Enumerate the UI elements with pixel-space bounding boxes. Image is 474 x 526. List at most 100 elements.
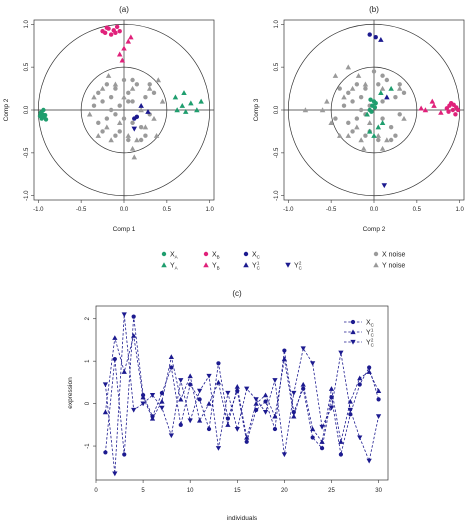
point-ynoise: [142, 124, 149, 130]
point-xnoise: [108, 107, 114, 113]
point-yc1: [206, 400, 212, 406]
panel-c-title: (c): [232, 289, 242, 298]
x-tick-label: -1.0: [33, 207, 44, 213]
point-xnoise: [113, 112, 118, 117]
point-yc2: [272, 378, 278, 383]
point-xc: [338, 452, 344, 457]
point-yc2: [168, 433, 174, 439]
x-tick-label: 1.0: [456, 207, 465, 213]
scatter-panel-b: (b) -1.0-1.0 -0.5 -0.5 0.0 0.0 0.5 0.5 1.0 1.0 C…: [253, 5, 465, 233]
point-yc2: [140, 401, 146, 407]
x-tick-label: -0.5: [326, 207, 337, 213]
point-yc1: [310, 426, 316, 432]
point-xc: [188, 382, 193, 387]
point-xnoise: [100, 129, 105, 134]
point-ynoise: [134, 137, 140, 143]
series-line-yc1: [105, 335, 379, 443]
point-ynoise: [105, 72, 112, 78]
point-yc2: [149, 393, 156, 398]
legend-marker-xnoise: [373, 251, 379, 257]
panel-b-ylabel: Comp 3: [253, 98, 260, 121]
point-yc2: [178, 378, 184, 383]
point-xnoise: [108, 94, 114, 100]
point-yc1: [262, 392, 269, 398]
point-ynoise: [401, 115, 407, 121]
panel-c-ticks: 0 5 10 15 20 25 30 -1 0 1 2: [85, 316, 383, 494]
point-xa: [372, 105, 378, 110]
point-xnoise: [346, 120, 351, 126]
point-xnoise: [134, 82, 140, 87]
point-xb: [104, 25, 110, 30]
point-ynoise: [121, 94, 127, 100]
point-xc: [131, 314, 136, 319]
point-ynoise: [360, 145, 367, 151]
point-yc1: [225, 422, 231, 427]
point-yc1: [272, 413, 278, 419]
point-xc: [367, 32, 372, 37]
point-ya: [364, 111, 370, 117]
point-xnoise: [401, 90, 407, 96]
point-xc: [235, 388, 240, 393]
y-tick-label: -1.0: [274, 190, 280, 201]
legend-marker-xa: [161, 251, 167, 257]
point-yc1: [244, 434, 250, 440]
point-ynoise: [396, 85, 403, 91]
point-yb: [119, 57, 126, 63]
legend-label-yc1: YC1: [366, 328, 375, 338]
point-yc2: [159, 405, 165, 411]
point-xa: [37, 113, 43, 119]
point-yc1: [300, 381, 306, 387]
point-yc1: [338, 439, 344, 444]
y-tick-label: 0.0: [274, 105, 280, 114]
point-yc2: [338, 350, 344, 356]
legend-label-xc: XC: [252, 252, 261, 260]
point-xc: [216, 361, 221, 366]
point-xa: [42, 112, 48, 118]
point-ynoise: [104, 124, 110, 130]
point-yc1: [234, 384, 240, 389]
point-xnoise: [384, 77, 390, 83]
legend-marker-yc2: [350, 339, 356, 345]
point-xnoise: [100, 99, 105, 104]
point-xa: [369, 109, 374, 114]
point-yc2: [131, 407, 137, 413]
point-xc: [254, 407, 259, 413]
point-yc2: [262, 409, 269, 415]
point-ynoise: [379, 145, 386, 151]
y-tick-label: 1.0: [274, 19, 280, 28]
legend-marker-yc1: [243, 262, 249, 268]
x-tick-label: 0.0: [370, 207, 379, 213]
point-ynoise: [302, 107, 309, 113]
point-xb: [455, 107, 461, 113]
point-ynoise: [341, 94, 347, 100]
x-tick-label: 0.0: [120, 207, 129, 213]
point-ynoise: [108, 137, 114, 143]
x-tick-label: 0.5: [163, 207, 172, 213]
point-xb: [100, 28, 105, 34]
point-xc: [282, 348, 287, 353]
point-xnoise: [151, 90, 157, 96]
legend-label-ya: YA: [170, 263, 178, 271]
point-yc2: [244, 386, 250, 392]
legend-marker-xb: [203, 251, 209, 257]
point-ynoise: [86, 111, 93, 117]
point-yc1: [366, 369, 372, 374]
point-yc1: [384, 94, 390, 100]
point-xnoise: [130, 120, 135, 126]
y-tick-label: -0.5: [274, 147, 280, 158]
point-ya: [182, 108, 189, 114]
point-yc1: [140, 394, 146, 400]
point-yc2: [253, 397, 259, 402]
panel-c-frame: [95, 305, 389, 481]
point-xc: [376, 397, 381, 402]
point-yc1: [357, 375, 363, 381]
point-ynoise: [355, 72, 362, 78]
point-yc2: [328, 405, 335, 411]
point-yc1: [178, 396, 184, 402]
legend-label-xb: XB: [212, 252, 220, 260]
panel-b-points: [302, 32, 461, 189]
point-yc2: [225, 390, 231, 396]
point-xnoise: [91, 103, 97, 108]
